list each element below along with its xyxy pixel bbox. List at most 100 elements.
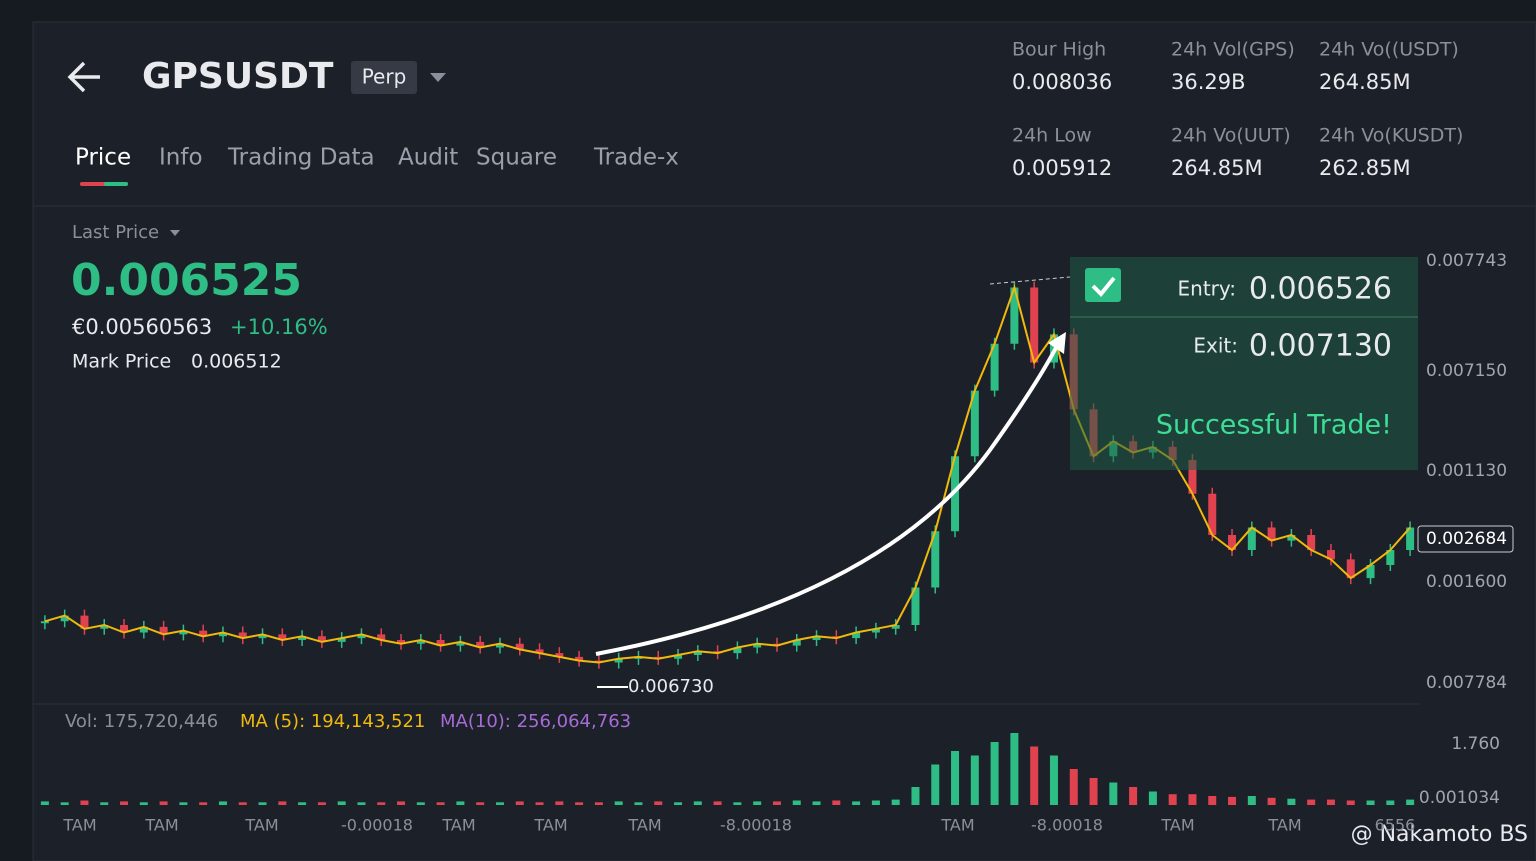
volume-bar [436,802,445,805]
tab[interactable]: Audit [398,145,458,171]
stat-value: 0.005912 [1012,156,1112,180]
volume-bar [1010,733,1019,805]
exit-label: Exit: [1193,334,1238,358]
candle [1188,460,1197,494]
x-tick-label: TAM [144,816,178,835]
y-tick-label: 0.007150 [1426,361,1507,381]
volume-bar [40,801,49,805]
volume-bar [951,751,960,805]
volume-bar [891,799,900,805]
volume-bar [317,802,326,805]
tab[interactable]: Info [159,145,203,171]
trade-card [1070,257,1418,470]
x-tick-label: TAM [627,816,661,835]
volume-bar [990,742,999,805]
candle [139,626,148,633]
volume-bar [1386,800,1395,805]
candle [1010,287,1019,344]
candle [1346,559,1355,579]
price-line [44,284,1411,664]
candle [278,634,287,640]
stat-label: 24h Low [1012,125,1092,147]
volume-bar [1406,799,1415,805]
volume-bar [1326,799,1335,805]
volume-bar [931,764,940,805]
x-tick-label: TAM [940,816,974,835]
tab-underline [104,182,128,186]
candle [1406,527,1415,550]
volume-bar [199,802,208,805]
stat-value: 36.29B [1171,70,1246,94]
dropdown[interactable] [430,73,446,82]
candle [575,656,584,661]
symbol: GPSUSDT [142,56,334,97]
x-tick-label: TAM [1160,816,1194,835]
volume-bar [495,802,504,805]
candle [1208,493,1217,535]
arrow-head [1048,332,1066,354]
volume-bar [377,802,386,805]
candle [416,640,425,644]
x-tick-label: -8.00018 [1031,816,1103,835]
candle [357,634,366,639]
dropdown[interactable] [170,230,180,236]
x-tick-label: TAM [62,816,96,835]
x-tick-label: TAM [533,816,567,835]
volume-bar [555,801,564,805]
volume-bar [1168,794,1177,805]
stat-value: 264.85M [1319,70,1411,94]
y-tick-label: 0.002684 [1426,529,1507,549]
volume-bar [911,787,920,805]
candle [179,630,188,635]
candle [693,651,702,655]
candle [1366,565,1375,579]
candle [238,632,247,639]
badge-bg [351,61,417,94]
volume-bar [1307,799,1316,805]
candle [1267,527,1276,541]
volume-bar [654,801,663,805]
volume-bar [238,802,247,805]
leader-line [989,276,1071,285]
volume-bar [1267,797,1276,805]
volume-bar [594,802,603,805]
tab[interactable]: Price [75,145,131,171]
x-tick-label: TAM [244,816,278,835]
volume-bar [298,802,307,805]
change: +10.16% [230,315,328,339]
x-tick-label: TAM [1267,816,1301,835]
volume-bar [1049,755,1058,805]
y-tick-label: 0.001600 [1426,572,1507,592]
volume-bar [278,801,287,805]
x-tick-label: TAM [441,816,475,835]
candle [515,643,524,650]
back-arrow[interactable] [67,61,100,93]
ma10-label: MA(10): 256,064,763 [440,711,631,732]
fiat-price: €0.00560563 [72,315,212,339]
volume-bar [733,802,742,805]
candle [733,647,742,654]
volume-bar [1109,782,1118,805]
volume-bar [1148,791,1157,805]
tab[interactable]: Trading Data [227,145,375,171]
volume-bar [397,801,406,805]
tab[interactable]: Trade-x [593,145,679,171]
candle [199,630,208,637]
candle [1228,535,1237,550]
candle [1247,527,1256,550]
tab[interactable]: Square [476,145,557,171]
candle [911,587,920,625]
candle [456,641,465,646]
badge[interactable]: Perp [362,65,407,89]
volume-bar [614,801,623,805]
candle [1287,535,1296,541]
candle [317,636,326,642]
candle [40,621,49,624]
candle [120,625,129,633]
y-tick-label: 0.001130 [1426,461,1507,481]
stat-value: 262.85M [1319,156,1411,180]
candle [812,636,821,640]
volume-bar [80,800,89,805]
